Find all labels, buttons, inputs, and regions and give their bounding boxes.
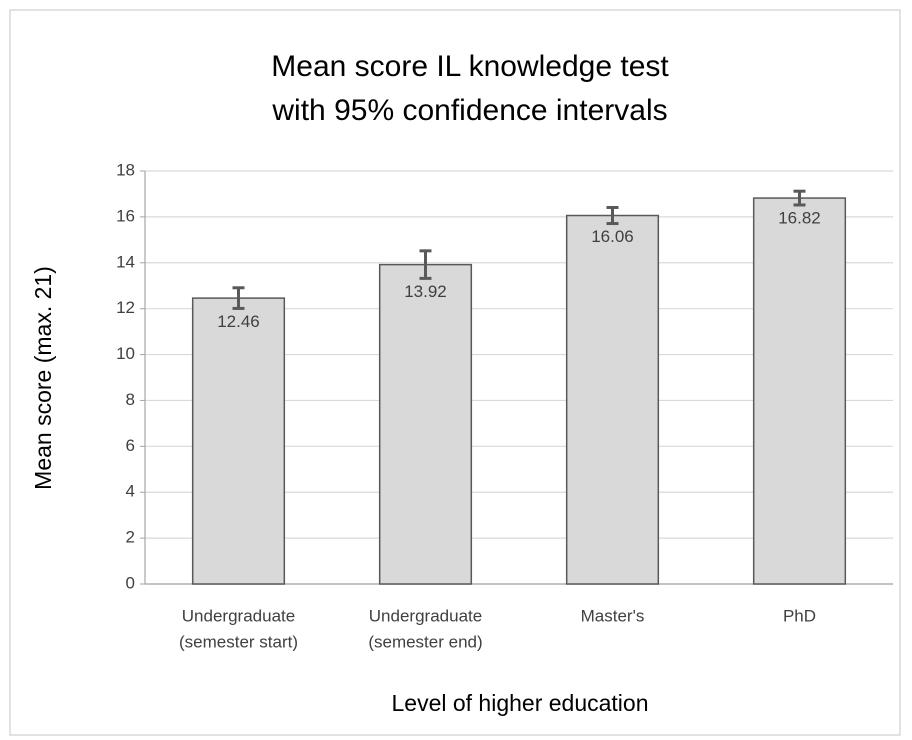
x-tick-label: Master's: [581, 606, 645, 625]
bar: [752, 197, 847, 585]
bar: [565, 214, 660, 585]
y-tick-label: 18: [116, 160, 135, 179]
y-tick-label: 16: [116, 206, 135, 225]
y-tick-label: 2: [126, 528, 135, 547]
x-tick-label: (semester end): [368, 632, 482, 651]
x-tick-label: (semester start): [179, 632, 298, 651]
y-tick-label: 6: [126, 436, 135, 455]
y-tick-label: 0: [126, 573, 135, 592]
x-tick-label: PhD: [783, 606, 816, 625]
x-tick-label: Undergraduate: [369, 606, 482, 625]
data-label: 16.82: [778, 208, 821, 227]
y-tick-label: 10: [116, 344, 135, 363]
x-axis-title: Level of higher education: [391, 690, 648, 716]
chart-title: Mean score IL knowledge test: [271, 50, 669, 83]
x-tick-label: Undergraduate: [182, 606, 295, 625]
chart-title: with 95% confidence intervals: [271, 94, 667, 127]
bar: [191, 297, 286, 585]
data-label: 13.92: [404, 282, 447, 301]
y-tick-label: 4: [126, 482, 135, 501]
y-axis-title: Mean score (max. 21): [30, 266, 56, 490]
y-tick-label: 14: [116, 252, 135, 271]
data-label: 16.06: [591, 227, 634, 246]
y-tick-label: 12: [116, 298, 135, 317]
bar: [378, 263, 473, 585]
y-tick-label: 8: [126, 390, 135, 409]
data-label: 12.46: [217, 312, 260, 331]
